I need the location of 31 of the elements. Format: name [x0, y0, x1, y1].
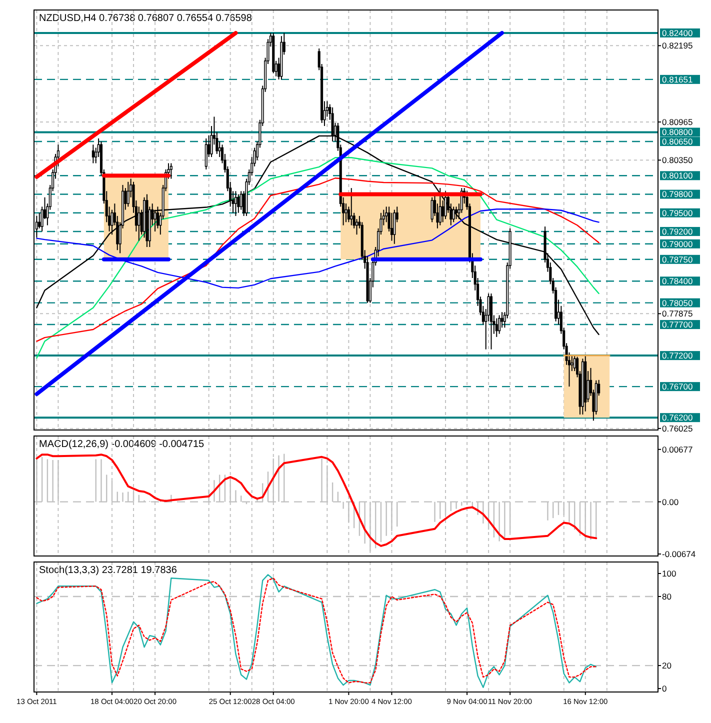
ref-line-label: 0.79000 [662, 238, 693, 249]
chart-title: NZDUSD,H4 0.76738 0.76807 0.76554 0.76598 [39, 13, 252, 24]
ref-line-label: 0.78050 [662, 298, 693, 308]
ref-line-label: 0.80650 [662, 136, 693, 146]
ref-line-label: 0.78750 [662, 254, 693, 264]
ref-line-label: 0.77700 [662, 320, 693, 330]
chart-title: MACD(12,26,9) -0.004609 -0.004715 [39, 439, 205, 450]
y-tick-label: 0.00 [662, 496, 679, 507]
chart-title: Stoch(13,3,3) 23.7281 19.7836 [39, 565, 178, 576]
y-tick-label: 0 [662, 684, 667, 694]
y-tick-label: 100 [662, 568, 676, 578]
ref-line-label: 0.82400 [662, 28, 693, 38]
y-tick-label: 80 [662, 591, 672, 602]
ref-line-label: 0.79200 [662, 226, 693, 236]
y-tick-label: 20 [662, 660, 672, 671]
y-tick-label: 0.80350 [662, 155, 693, 166]
y-tick-label: -0.00674 [662, 548, 696, 559]
y-tick-label: 0.76025 [662, 423, 693, 434]
ref-line-label: 0.79500 [662, 208, 693, 218]
ref-line-label: 0.78400 [662, 276, 693, 286]
ref-line-label: 0.80100 [662, 170, 693, 181]
y-tick-label: 0.80965 [662, 116, 693, 127]
y-tick-label: 0.77875 [662, 308, 693, 319]
ref-line-label: 0.77200 [662, 350, 693, 361]
ref-line-label: 0.76700 [662, 382, 693, 392]
y-tick-label: 0.00677 [662, 444, 693, 454]
ref-line-label: 0.81651 [662, 74, 693, 84]
y-tick-label: 0.82195 [662, 40, 693, 51]
ref-line-label: 0.76200 [662, 412, 693, 423]
ref-line-label: 0.79800 [662, 189, 693, 200]
ref-line-label: 0.80800 [662, 127, 693, 138]
